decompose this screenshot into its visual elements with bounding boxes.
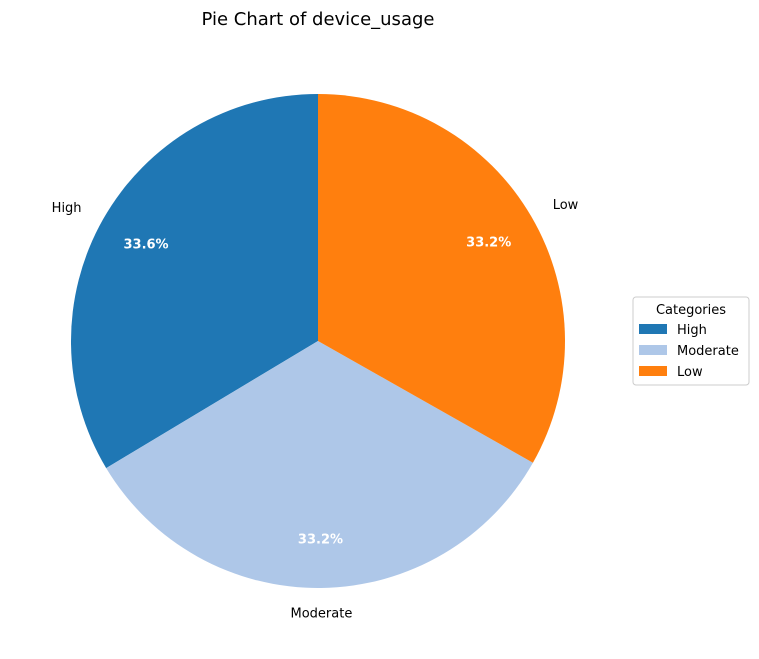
percent-label-low: 33.2%: [466, 235, 511, 250]
category-labels: High Moderate Low: [52, 198, 579, 622]
category-label-low: Low: [553, 198, 579, 213]
pie-slice-high: [71, 94, 318, 469]
legend-entries: High Moderate Low: [639, 323, 739, 380]
category-label-high: High: [52, 201, 82, 216]
category-label-moderate: Moderate: [291, 607, 353, 622]
percent-label-high: 33.6%: [123, 238, 168, 253]
legend: Categories High Moderate Low: [632, 296, 750, 386]
percent-labels: 33.6% 33.2% 33.2%: [123, 235, 511, 547]
legend-swatch-moderate: [639, 345, 667, 355]
pie-slices: [71, 94, 565, 588]
legend-label-moderate: Moderate: [677, 344, 739, 359]
legend-label-high: High: [677, 323, 707, 338]
legend-swatch-high: [639, 324, 667, 334]
legend-title: Categories: [656, 303, 726, 318]
percent-label-moderate: 33.2%: [298, 533, 343, 548]
legend-label-low: Low: [677, 365, 703, 380]
pie-slice-low: [318, 94, 565, 463]
legend-frame: [632, 296, 750, 386]
legend-swatch-low: [639, 366, 667, 376]
pie-slice-moderate: [106, 341, 533, 588]
chart-title: Pie Chart of device_usage: [202, 9, 435, 30]
